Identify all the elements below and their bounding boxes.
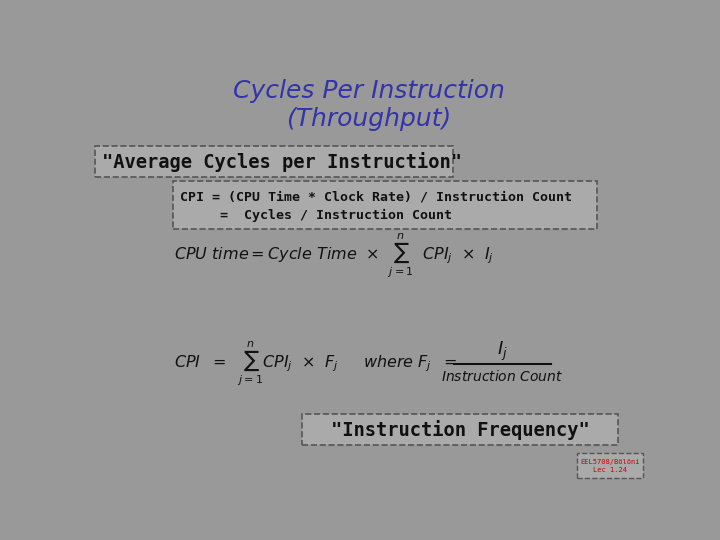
FancyBboxPatch shape <box>302 414 618 445</box>
FancyBboxPatch shape <box>173 181 597 229</box>
Text: $\it{CPU\ time = Cycle\ Time}$ $\times$ $\sum_{j=1}^{n}$ $\it{CPI_j}$ $\times$ $: $\it{CPU\ time = Cycle\ Time}$ $\times$ … <box>174 232 494 280</box>
Text: $\it{Instruction\ Count}$: $\it{Instruction\ Count}$ <box>441 369 564 384</box>
Text: $\it{CPI}$ $=$ $\sum_{j=1}^{n}$$\it{CPI_j}$ $\times$ $\it{F_j}$: $\it{CPI}$ $=$ $\sum_{j=1}^{n}$$\it{CPI_… <box>174 339 338 388</box>
Text: "Instruction Frequency": "Instruction Frequency" <box>330 420 590 440</box>
FancyBboxPatch shape <box>96 146 454 177</box>
Text: Lec 1.24: Lec 1.24 <box>593 467 627 473</box>
Text: "Average Cycles per Instruction": "Average Cycles per Instruction" <box>102 152 462 172</box>
Text: Cycles Per Instruction
(Throughput): Cycles Per Instruction (Throughput) <box>233 79 505 131</box>
Text: $\it{I_j}$: $\it{I_j}$ <box>497 340 508 363</box>
Text: CPI = (CPU Time * Clock Rate) / Instruction Count: CPI = (CPU Time * Clock Rate) / Instruct… <box>180 190 572 203</box>
Text: =  Cycles / Instruction Count: = Cycles / Instruction Count <box>180 208 452 221</box>
FancyBboxPatch shape <box>577 453 644 477</box>
Text: $\it{where\ F_j}$ $=$: $\it{where\ F_j}$ $=$ <box>363 353 456 374</box>
Text: EEL5708/Bölöni: EEL5708/Bölöni <box>580 459 640 465</box>
